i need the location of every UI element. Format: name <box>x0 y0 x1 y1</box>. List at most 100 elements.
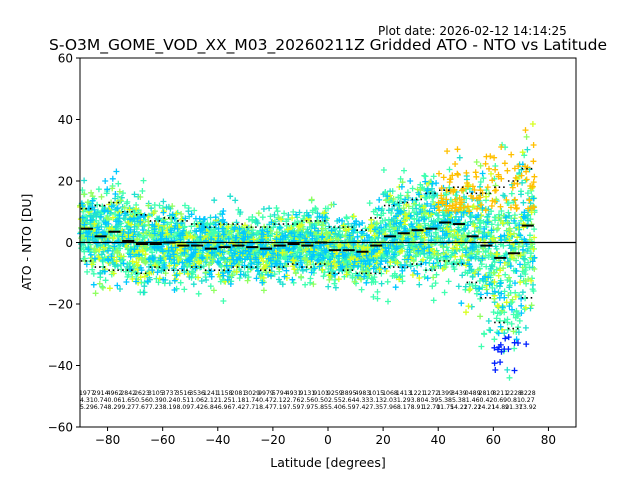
bin-stat-count: 1241 <box>203 390 219 397</box>
bin-stat-mean: 4.31 <box>80 397 94 404</box>
x-axis: −80 −60 −40 −20 0 20 40 60 80 <box>95 427 556 447</box>
bin-stat-count: 3895 <box>341 390 357 397</box>
bin-stat-count: 9259 <box>327 390 343 397</box>
bin-stat-sigma: 21.37 <box>505 404 523 411</box>
bin-stat-count: 3029 <box>244 390 260 397</box>
bin-stat-sigma: 7.42 <box>232 404 246 411</box>
bin-stat-mean: 1.06 <box>190 397 204 404</box>
y-tick-label: −40 <box>48 359 73 373</box>
bin-stat-mean: 0.51 <box>176 397 190 404</box>
bin-stat-count: 3105 <box>148 390 164 397</box>
bin-stat-count: 2842 <box>120 390 136 397</box>
y-axis-label: ATO - NTO [DU] <box>19 194 34 291</box>
bin-stat-count: 9131 <box>299 390 315 397</box>
bin-stat-mean: 2.03 <box>383 397 397 404</box>
bin-stat-count: 9979 <box>258 390 274 397</box>
bin-stat-mean: 1.46 <box>466 397 480 404</box>
bin-stat-count: 1221 <box>410 390 426 397</box>
bin-stat-mean: 0.06 <box>108 397 122 404</box>
bin-stat-sigma: 5.85 <box>314 404 328 411</box>
bin-stat-sigma: 5.40 <box>328 404 342 411</box>
bin-stat-sigma: 7.67 <box>135 404 149 411</box>
bin-stat-mean: 4.39 <box>424 397 438 404</box>
bin-stat-count: 3439 <box>451 390 467 397</box>
x-tick-label: 0 <box>324 433 332 447</box>
bin-stat-sigma: 14.21 <box>478 404 496 411</box>
bin-stat-mean: 2.12 <box>204 397 218 404</box>
bin-stat-sigma: 6.84 <box>204 404 218 411</box>
bin-stat-mean: 0.47 <box>259 397 273 404</box>
y-tick-label: 20 <box>58 175 73 189</box>
point-cluster <box>491 334 530 374</box>
bin-stat-count: 2228 <box>506 390 522 397</box>
y-axis: −60 −40 −20 0 20 40 60 <box>48 52 80 435</box>
bin-stat-mean: 0.56 <box>135 397 149 404</box>
bin-stat-mean: 1.65 <box>121 397 135 404</box>
x-tick-label: 80 <box>541 433 556 447</box>
x-tick-label: 20 <box>375 433 390 447</box>
bin-stat-mean: 3.13 <box>369 397 383 404</box>
bin-stat-count: 9101 <box>313 390 329 397</box>
x-axis-label: Latitude [degrees] <box>270 455 386 470</box>
bin-stat-count: 2810 <box>479 390 495 397</box>
x-tick-label: 40 <box>431 433 446 447</box>
x-tick-label: −20 <box>260 433 285 447</box>
bin-stat-mean: 4.33 <box>356 397 370 404</box>
bin-stat-sigma: 7.35 <box>369 404 383 411</box>
bin-stat-count: 8211 <box>492 390 508 397</box>
y-tick-label: 0 <box>65 236 73 250</box>
bin-stat-count: 8228 <box>520 390 536 397</box>
bin-stat-sigma: 8.09 <box>176 404 190 411</box>
bin-stat-mean: 0.42 <box>480 397 494 404</box>
bin-stat-count: 4983 <box>355 390 371 397</box>
x-tick-label: −80 <box>95 433 120 447</box>
bin-stat-mean: 2.76 <box>287 397 301 404</box>
bin-stat-sigma: 13.92 <box>519 404 537 411</box>
bin-stat-sigma: 8.17 <box>397 404 411 411</box>
bin-stat-sigma: 7.19 <box>273 404 287 411</box>
bin-stat-sigma: 8.47 <box>259 404 273 411</box>
bin-stat-mean: 0.24 <box>163 397 177 404</box>
bin-stat-mean: 0.50 <box>314 397 328 404</box>
point-cluster <box>435 127 538 215</box>
bin-stat-sigma: 6.59 <box>342 404 356 411</box>
bin-stat-count: 3536 <box>189 390 205 397</box>
bin-stat-count: 1413 <box>396 390 412 397</box>
bin-stat-count: 5794 <box>272 390 288 397</box>
bin-stat-count: 3516 <box>175 390 191 397</box>
bin-stat-sigma: 11.75 <box>436 404 454 411</box>
bin-stat-mean: 0.39 <box>149 397 163 404</box>
bin-stat-count: 1272 <box>423 390 439 397</box>
bin-stat-sigma: 8.29 <box>108 404 122 411</box>
bin-stat-mean: 5.38 <box>438 397 452 404</box>
plot-date: Plot date: 2026-02-12 14:14:25 <box>378 24 567 38</box>
y-tick-label: −20 <box>48 298 73 312</box>
bin-stat-sigma: 7.59 <box>287 404 301 411</box>
bin-stat-mean: 0.81 <box>507 397 521 404</box>
bin-stat-count: 1068 <box>382 390 398 397</box>
bin-stat-sigma: 7.96 <box>383 404 397 411</box>
bin-stat-sigma: 7.42 <box>190 404 204 411</box>
bin-stat-sigma: 17.22 <box>464 404 482 411</box>
bin-stat-mean: 0.27 <box>521 397 535 404</box>
bin-stat-mean: 2.64 <box>342 397 356 404</box>
mean-markers <box>80 221 534 259</box>
bin-stat-sigma: 7.42 <box>356 404 370 411</box>
bin-stat-sigma: 6.74 <box>94 404 108 411</box>
bin-stat-mean: 1.29 <box>397 397 411 404</box>
bin-stat-sigma: 12.70 <box>422 404 440 411</box>
bin-stat-sigma: 7.71 <box>245 404 259 411</box>
bin-stat-count: 3737 <box>162 390 178 397</box>
bin-stat-count: 4931 <box>286 390 302 397</box>
bin-stat-sigma: 14.89 <box>491 404 509 411</box>
bin-stat-count: 0489 <box>465 390 481 397</box>
bin-stat-mean: 2.56 <box>300 397 314 404</box>
bin-stat-count: 1977 <box>79 390 95 397</box>
bin-stat-count: 1158 <box>217 390 233 397</box>
std-markers <box>80 167 534 330</box>
bin-stat-sigma: 6.96 <box>218 404 232 411</box>
bin-stat-count: 2623 <box>134 390 150 397</box>
